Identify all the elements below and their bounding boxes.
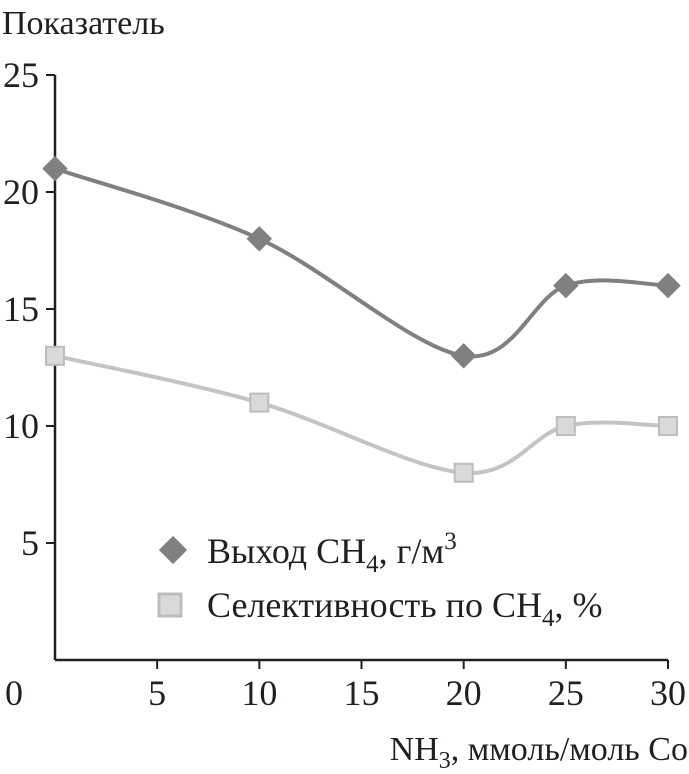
- series-line-0: [54, 166, 669, 359]
- legend: Выход CH4, г/м3 Селективность по CH4, %: [157, 528, 602, 632]
- legend-marker-diamond: [158, 535, 188, 565]
- x-axis-label: NH3, ммоль/моль Co: [390, 731, 688, 774]
- y-tick-label: 25: [3, 55, 39, 95]
- data-point-square: [453, 462, 474, 483]
- data-point-diamond: [246, 226, 273, 252]
- data-point-square: [45, 345, 65, 366]
- data-point-square: [249, 392, 270, 413]
- x-tick-label: 25: [548, 673, 584, 713]
- data-point-diamond: [655, 272, 681, 299]
- x-tick-label: 30: [650, 673, 686, 713]
- x-tick-label: 5: [148, 673, 166, 713]
- legend-label-yield: Выход CH4, г/м3: [207, 528, 457, 578]
- x-tick-label: 20: [446, 673, 482, 713]
- data-point-diamond: [450, 343, 477, 369]
- series-line-1: [54, 353, 669, 475]
- y-tick-label: 5: [21, 523, 39, 563]
- legend-marker-square: [157, 592, 183, 618]
- data-point-square: [658, 416, 678, 436]
- legend-label-selectivity: Селективность по CH4, %: [207, 585, 602, 632]
- data-point-square: [555, 416, 576, 436]
- y-tick-label: 15: [3, 289, 39, 329]
- y-tick-label: 20: [3, 172, 39, 212]
- x-tick-label: 15: [344, 673, 380, 713]
- data-point-diamond: [553, 272, 579, 299]
- data-point-diamond: [42, 155, 68, 182]
- y-axis-label: Показатель: [2, 5, 165, 42]
- y-tick-label: 10: [3, 406, 39, 446]
- x-tick-label: 10: [241, 673, 277, 713]
- x-tick-label: 0: [5, 673, 23, 713]
